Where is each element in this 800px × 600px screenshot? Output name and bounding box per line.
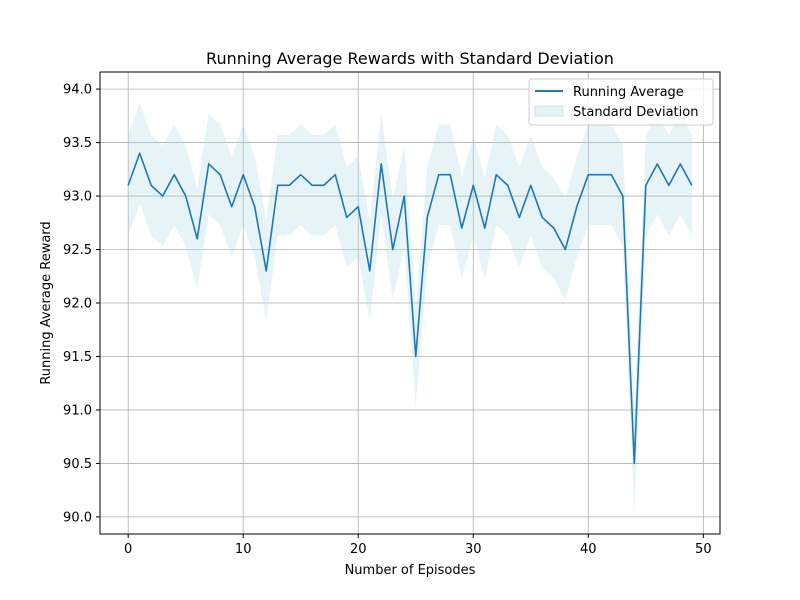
- running-average-line: [127, 152, 693, 465]
- legend-label-running-average: Running Average: [573, 85, 684, 100]
- legend-box: [528, 78, 714, 126]
- y-tick-label: 92.0: [63, 297, 92, 312]
- legend-label-standard-deviation: Standard Deviation: [573, 105, 698, 120]
- y-tick-label: 91.0: [63, 403, 92, 418]
- y-tick-label: 93.5: [63, 136, 92, 151]
- y-tick-label: 90.5: [63, 457, 92, 472]
- x-tick-label: 50: [695, 542, 712, 557]
- line-layer: [127, 152, 693, 465]
- chart-title: Running Average Rewards with Standard De…: [206, 49, 614, 68]
- y-tick-label: 93.0: [63, 190, 92, 205]
- y-axis: 90.0 90.5 91.0 91.5 92.0 92.5 93.0 93.5 94.0: [63, 83, 100, 525]
- grid: [100, 72, 720, 534]
- x-tick-label: 20: [350, 542, 367, 557]
- legend-band-swatch: [534, 105, 564, 117]
- x-axis-label: Number of Episodes: [345, 563, 476, 578]
- y-tick-label: 94.0: [63, 83, 92, 98]
- legend: Running Average Standard Deviation: [528, 78, 714, 126]
- y-tick-label: 91.5: [63, 350, 92, 365]
- y-axis-label: Running Average Reward: [39, 221, 54, 384]
- x-tick-label: 0: [124, 542, 132, 557]
- std-band-layer: [128, 103, 692, 514]
- x-tick-label: 10: [235, 542, 252, 557]
- x-tick-label: 40: [580, 542, 597, 557]
- y-tick-label: 92.5: [63, 243, 92, 258]
- std-band: [128, 103, 692, 514]
- y-tick-label: 90.0: [63, 510, 92, 525]
- x-axis: 0 10 20 30 40 50: [124, 534, 712, 557]
- x-tick-label: 30: [465, 542, 482, 557]
